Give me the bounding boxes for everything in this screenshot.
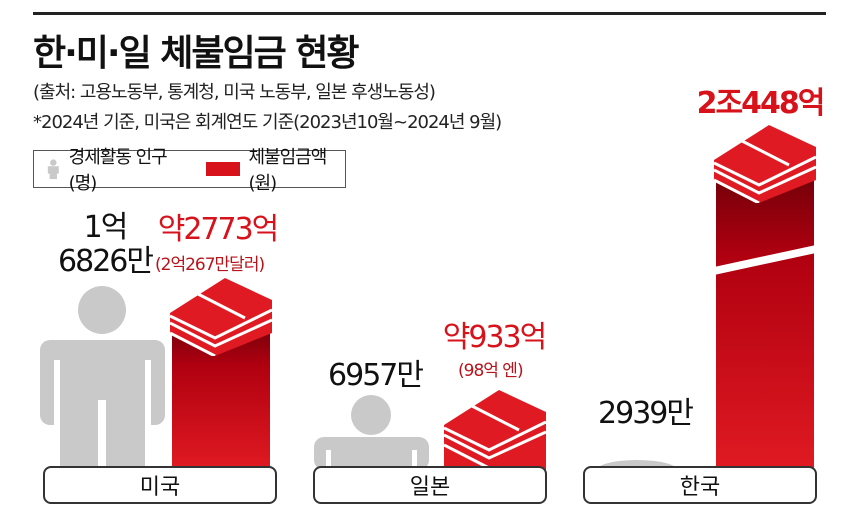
- money-stack-icon: [714, 125, 816, 203]
- us-unpaid-label: 약2773억: [157, 212, 280, 247]
- legend: 경제활동 인구(명) 체불임금액(원): [33, 147, 346, 194]
- source-note: (출처: 고용노동부, 통계청, 미국 노동부, 일본 후생노동성): [33, 82, 436, 103]
- country-label-us: 미국: [43, 466, 277, 504]
- basis-note: *2024년 기준, 미국은 회계연도 기준(2023년10월~2024년 9월…: [33, 112, 502, 133]
- kr-unpaid-bar: [716, 165, 814, 470]
- us-pop-label-1: 1억: [83, 210, 129, 245]
- jp-pop-label: 6957만: [328, 358, 424, 393]
- us-pop-label-2: 6826만: [58, 244, 154, 279]
- legend-population: 경제활동 인구(명): [68, 147, 168, 194]
- jp-unpaid-label: 약933억: [442, 320, 547, 355]
- red-swatch-icon: [205, 162, 241, 176]
- jp-person-icon: [314, 395, 429, 470]
- kr-pop-label: 2939만: [598, 396, 694, 431]
- person-icon: [47, 159, 59, 180]
- money-stack-icon: [170, 278, 272, 356]
- us-unpaid-note: (2억267만달러): [155, 255, 265, 275]
- jp-unpaid-note: (98억 엔): [458, 361, 524, 381]
- kr-unpaid-label: 2조448억: [696, 86, 826, 121]
- us-person-icon: [40, 286, 165, 470]
- page-title: 한·미·일 체불임금 현황: [33, 33, 359, 74]
- country-label-kr: 한국: [583, 466, 817, 504]
- top-rule: [33, 12, 826, 15]
- country-label-jp: 일본: [313, 466, 547, 504]
- money-stack-icon: [444, 390, 546, 470]
- axis-break-mark: [714, 245, 816, 275]
- legend-unpaid: 체불임금액(원): [248, 147, 327, 194]
